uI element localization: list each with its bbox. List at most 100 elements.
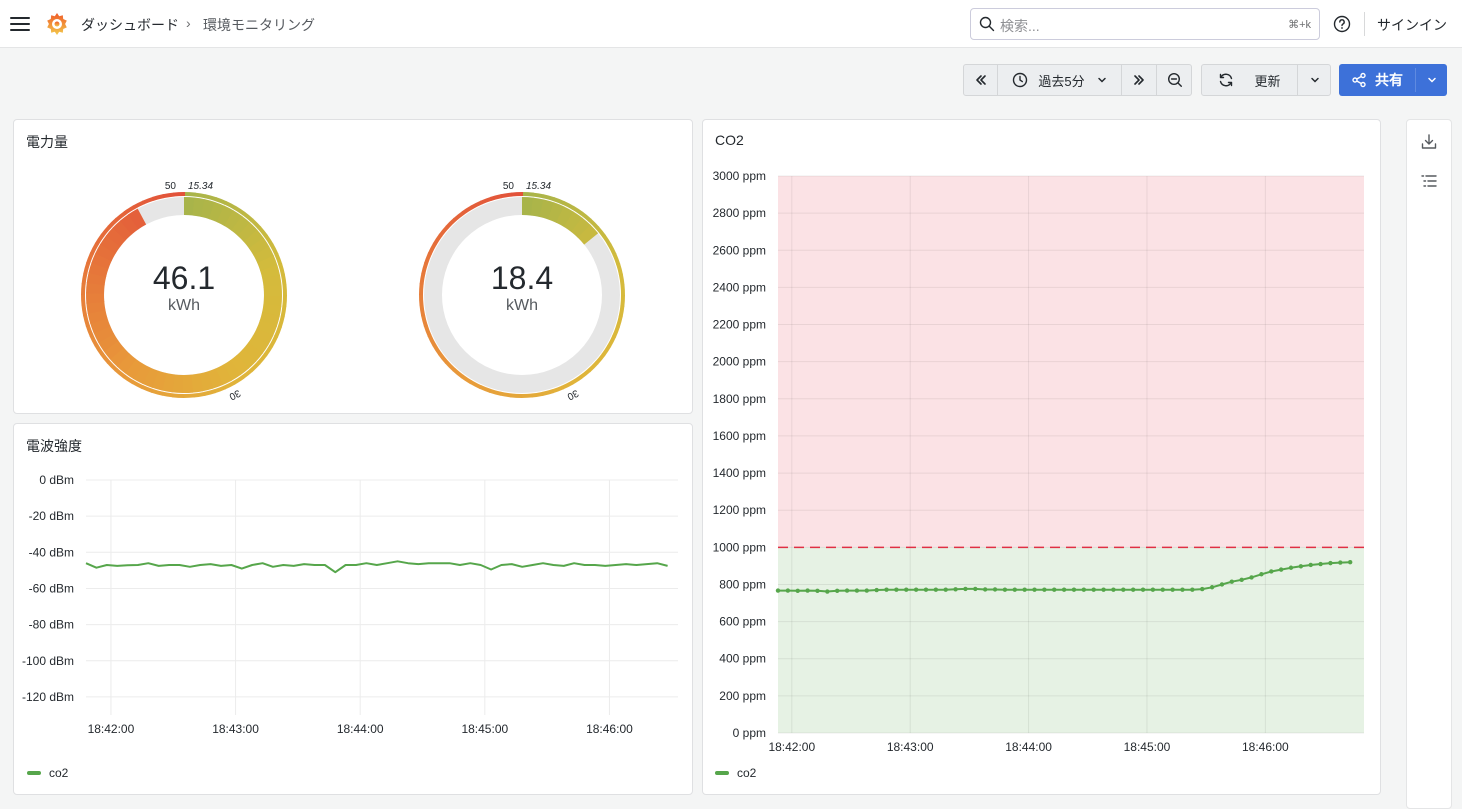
x-tick-label: 18:42:00 [768, 740, 815, 754]
gauge-value-segment [108, 241, 114, 249]
data-point [1338, 560, 1342, 564]
search-input[interactable]: 検索... ⌘+k [970, 8, 1320, 40]
search-placeholder: 検索... [1000, 16, 1040, 36]
data-point [1269, 569, 1273, 573]
threshold-ring-segment [532, 394, 543, 396]
threshold-ring-segment [621, 306, 623, 317]
share-dropdown[interactable] [1416, 64, 1447, 96]
threshold-ring-segment [500, 394, 511, 396]
threshold-ring-segment [195, 195, 206, 197]
chevron-down-icon [1427, 75, 1437, 85]
y-tick-label: 600 ppm [719, 615, 766, 629]
x-tick-label: 18:44:00 [337, 722, 384, 736]
header-divider [1364, 12, 1365, 36]
threshold-ring-segment [172, 395, 184, 396]
y-tick-label: 1400 ppm [713, 466, 766, 480]
y-tick-label: 1800 ppm [713, 392, 766, 406]
signal-legend[interactable]: co2 [27, 766, 68, 780]
data-point [1249, 575, 1253, 579]
gauge-2-value: 18.4 [442, 260, 602, 297]
signal-chart[interactable]: 0 dBm-20 dBm-40 dBm-60 dBm-80 dBm-100 dB… [14, 464, 692, 754]
gauge-value-segment [255, 340, 261, 349]
threshold-ring-segment [142, 387, 153, 391]
share-label: 共有 [1375, 70, 1403, 90]
gauge-value-segment [250, 236, 256, 244]
x-tick-label: 18:45:00 [461, 722, 508, 736]
y-tick-label: 2200 ppm [713, 318, 766, 332]
time-picker-group: 過去5分 [963, 64, 1192, 96]
outline-list-icon[interactable] [1420, 172, 1438, 190]
gauge-value-segment [220, 214, 229, 219]
time-range-label: 過去5分 [1038, 71, 1084, 90]
gauge-value-segment [584, 231, 591, 239]
gauge-value-segment [256, 243, 262, 252]
x-tick-label: 18:44:00 [1005, 740, 1052, 754]
y-tick-label: 0 ppm [733, 726, 766, 740]
co2-legend[interactable]: co2 [715, 766, 756, 780]
threshold-ring-segment [173, 194, 185, 195]
data-point [835, 589, 839, 593]
data-point [993, 587, 997, 591]
breadcrumb-dashboards[interactable]: ダッシュボード [81, 15, 179, 35]
data-point [1141, 587, 1145, 591]
threshold-ring-segment [194, 394, 205, 396]
threshold-ring-segment [552, 387, 563, 391]
gauge-value-segment [210, 377, 220, 381]
gauge-value-segment [541, 208, 551, 211]
gauge-value-segment [95, 302, 96, 312]
data-point [1289, 566, 1293, 570]
gauge-value-segment [212, 210, 222, 214]
gauge-value-segment [111, 346, 117, 354]
refresh-interval-dropdown[interactable] [1298, 65, 1331, 95]
zoom-out-icon [1167, 72, 1183, 88]
threshold-ring-segment [204, 391, 215, 394]
threshold-ring-segment [84, 273, 86, 284]
gauge-value-segment [560, 214, 569, 219]
refresh-button[interactable]: 更新 [1202, 65, 1297, 95]
threshold-ring-segment [421, 305, 423, 316]
gauge-tick-label: 15.34 [188, 181, 213, 192]
y-tick-label: 800 ppm [719, 577, 766, 591]
data-point [874, 588, 878, 592]
share-button[interactable]: 共有 [1339, 64, 1415, 96]
threshold-ring-segment [215, 199, 226, 203]
data-point [1013, 587, 1017, 591]
y-tick-label: 400 ppm [719, 652, 766, 666]
data-point [1042, 587, 1046, 591]
gauge-value-segment [99, 320, 102, 330]
gauge-value-segment [119, 227, 126, 234]
help-icon[interactable] [1333, 15, 1351, 33]
threshold-ring-segment [280, 316, 283, 327]
gauge-value-segment [133, 217, 142, 222]
gauge-value-segment [126, 221, 134, 227]
gauge-value-segment [164, 382, 174, 384]
data-point [914, 587, 918, 591]
time-forward-button[interactable] [1122, 65, 1156, 95]
gauge-value-segment [173, 383, 183, 384]
threshold-ring-segment [622, 295, 623, 307]
menu-icon[interactable] [8, 12, 32, 36]
threshold-ring-segment [183, 395, 195, 396]
gauge-tick-label: 30 [565, 387, 580, 400]
time-back-button[interactable] [964, 65, 997, 95]
right-side-rail [1406, 119, 1452, 809]
data-point [1022, 587, 1026, 591]
data-point [924, 587, 928, 591]
gauge-value-segment [146, 375, 155, 379]
gauge-value-segment [203, 208, 213, 211]
import-icon[interactable] [1420, 133, 1438, 151]
grafana-logo-icon[interactable] [44, 11, 70, 37]
threshold-ring-segment [542, 391, 553, 394]
x-tick-label: 18:43:00 [887, 740, 934, 754]
threshold-ring-segment [422, 273, 424, 284]
time-range-picker[interactable]: 過去5分 [998, 65, 1121, 95]
gauge-value-segment [242, 355, 249, 362]
y-tick-label: 1200 ppm [713, 503, 766, 517]
legend-label: co2 [737, 766, 756, 780]
zoom-out-button[interactable] [1157, 65, 1192, 95]
signin-link[interactable]: サインイン [1377, 15, 1447, 35]
search-shortcut: ⌘+k [1288, 18, 1311, 31]
y-tick-label: -100 dBm [22, 654, 74, 668]
gauge-value-segment [265, 259, 269, 269]
